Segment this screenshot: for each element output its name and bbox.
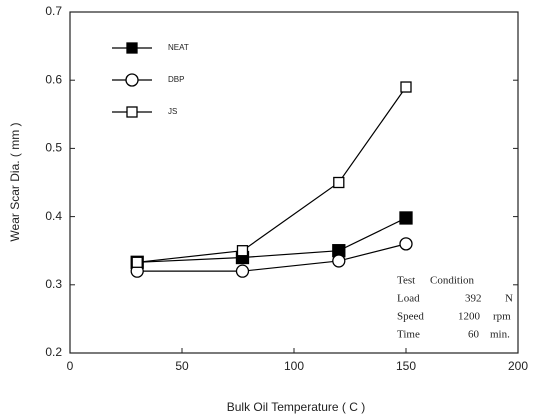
data-point bbox=[236, 245, 249, 257]
data-point bbox=[399, 237, 413, 251]
annotation: 60 bbox=[468, 329, 480, 341]
x-tick-label: 100 bbox=[284, 359, 304, 373]
annotation: rpm bbox=[493, 311, 511, 323]
series-line bbox=[137, 86, 407, 263]
legend-label: NEAT bbox=[168, 43, 189, 52]
data-point bbox=[333, 176, 345, 189]
annotation: min. bbox=[490, 329, 510, 341]
series-line bbox=[137, 217, 407, 263]
y-tick-label: 0.4 bbox=[45, 209, 62, 223]
x-tick-label: 200 bbox=[508, 359, 528, 373]
x-tick-label: 150 bbox=[396, 359, 416, 373]
series-line bbox=[137, 243, 407, 272]
x-axis-label: Bulk Oil Temperature ( C ) bbox=[227, 400, 366, 414]
annotation: Speed bbox=[397, 311, 424, 323]
y-tick-label: 0.2 bbox=[45, 345, 62, 359]
annotation: Test bbox=[397, 275, 415, 287]
y-tick-label: 0.7 bbox=[45, 4, 62, 18]
data-point bbox=[400, 81, 412, 93]
data-point bbox=[399, 211, 413, 225]
annotation: N bbox=[505, 293, 513, 305]
data-point bbox=[131, 256, 143, 268]
legend-label: DBP bbox=[168, 75, 184, 84]
legend-marker bbox=[126, 42, 138, 54]
annotation: Load bbox=[397, 293, 420, 305]
y-tick-label: 0.6 bbox=[45, 72, 62, 86]
annotation: 1200 bbox=[458, 311, 481, 323]
legend-marker bbox=[126, 106, 138, 118]
annotation: 392 bbox=[465, 293, 482, 305]
legend-label: JS bbox=[168, 107, 177, 116]
legend-marker bbox=[125, 73, 139, 87]
data-point bbox=[235, 264, 250, 278]
y-axis-label: Wear Scar Dia. ( mm ) bbox=[8, 122, 22, 241]
annotation: Time bbox=[397, 329, 420, 341]
y-tick-label: 0.3 bbox=[45, 277, 62, 291]
plot-frame bbox=[69, 11, 519, 354]
y-tick-label: 0.5 bbox=[45, 141, 62, 155]
x-tick-label: 0 bbox=[67, 359, 74, 373]
x-tick-label: 50 bbox=[175, 359, 189, 373]
data-point bbox=[332, 254, 346, 268]
annotation: Condition bbox=[430, 275, 475, 287]
